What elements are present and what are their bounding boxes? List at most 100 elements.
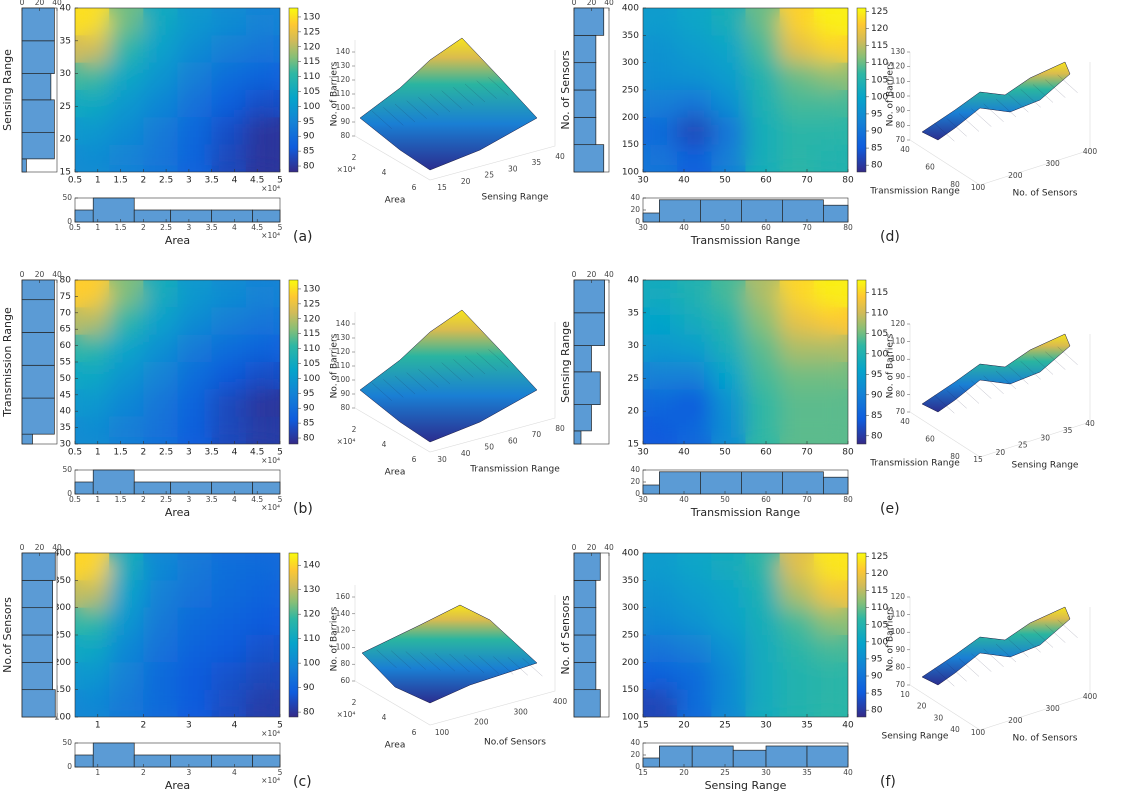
surface-y-tick-label: 400: [1083, 147, 1098, 156]
heatmap-cell-smooth: [643, 90, 678, 118]
y-hist-bar: [21, 73, 52, 101]
heatmap-cell-smooth: [677, 416, 712, 444]
surface-x-tick-label: 6: [412, 183, 417, 192]
heatmap-cell-smooth: [245, 362, 280, 390]
panel: 30 40 50 60 70 80 15 20 25 30 35 40 Sensing Range 80 8…: [559, 270, 1095, 519]
heatmap-cell-smooth: [643, 553, 678, 581]
heatmap-cell-smooth: [813, 689, 848, 717]
surface-x-tick-label: 6: [412, 455, 417, 464]
surface-mesh: [522, 658, 543, 677]
heatmap-cell-smooth: [779, 117, 815, 146]
surface-mesh: [983, 648, 1004, 667]
x-tick-label: 0.5: [68, 176, 82, 186]
z-tick-label: 140: [336, 609, 351, 618]
surface-mesh: [453, 359, 474, 378]
heatmap-cell-smooth: [813, 416, 848, 444]
x-hist-bar: [732, 749, 767, 768]
heatmap-cell-smooth: [745, 117, 781, 146]
y-tick-label: 60: [60, 341, 72, 351]
z-axis-label: No. of Barriers: [330, 61, 340, 126]
heatmap-cell-smooth: [711, 334, 746, 363]
y-tick-label: 100: [622, 713, 639, 723]
heatmap-cell-smooth: [109, 8, 144, 36]
x-hist-ytick-label: 0: [635, 489, 640, 498]
surface-mesh: [946, 663, 967, 682]
surface-mesh: [429, 93, 451, 113]
heatmap-cell-smooth: [177, 90, 213, 118]
heatmap-cell-smooth: [643, 689, 678, 717]
z-tick-label: 130: [891, 47, 906, 56]
heatmap-cell-smooth: [677, 607, 712, 636]
x-hist-bar: [700, 199, 742, 223]
heatmap-cell-smooth: [779, 280, 815, 308]
surface-x-tick-label: 60: [925, 435, 935, 444]
surface-y-tick-label: 300: [514, 707, 529, 716]
surface-y-tick-label: 100: [435, 728, 450, 737]
heatmap-cell-smooth: [745, 635, 781, 663]
colorbar-tick-label: 125: [303, 27, 320, 37]
x-hist-xtick-label: 1.5: [115, 495, 127, 504]
z-axis-label: No. of Barriers: [330, 333, 340, 398]
surface-mesh: [1032, 356, 1054, 375]
heatmap-cell-smooth: [643, 62, 678, 91]
x-tick-label: 50: [719, 176, 731, 186]
colorbar-tick-label: 95: [871, 109, 882, 119]
heatmap-cell-smooth: [711, 389, 746, 418]
panel-label: (b): [293, 501, 313, 517]
x-hist-bar: [74, 481, 94, 495]
x-hist-bar: [765, 745, 808, 768]
heatmap-cell-smooth: [245, 635, 280, 663]
heatmap-cell-smooth: [745, 334, 781, 363]
surface-y-label: Sensing Range: [482, 193, 549, 203]
x-hist-bar: [642, 757, 660, 768]
surface-mesh: [488, 349, 509, 368]
heatmap-cell-smooth: [711, 662, 746, 691]
y-hist-bar: [573, 144, 605, 173]
x-hist-bar: [211, 481, 254, 495]
heatmap-cell-smooth: [643, 334, 678, 363]
heatmap-cell-smooth: [143, 553, 178, 581]
x-hist-bar: [133, 754, 172, 768]
z-tick-label: 80: [340, 131, 350, 140]
x-hist-xtick-label: 40: [679, 223, 689, 232]
heatmap-cell-smooth: [677, 280, 712, 308]
x-hist-xtick-label: 5: [278, 768, 283, 777]
heatmap-smooth: [643, 8, 848, 172]
surface-y-tick-label: 400: [1083, 692, 1098, 701]
heatmap-cell-smooth: [643, 580, 678, 609]
surface-mesh: [1008, 94, 1029, 113]
x-hist-ytick-label: 50: [62, 193, 72, 202]
x-hist-bar: [741, 471, 783, 495]
surface-mesh: [418, 97, 439, 116]
x-hist-bar: [659, 745, 693, 768]
y-hist-tick-label: 40: [52, 270, 62, 279]
surface-y-tick-label: 50: [484, 443, 494, 452]
heatmap-cell-smooth: [75, 117, 110, 146]
colorbar-tick-label: 125: [871, 7, 888, 17]
x-hist-ytick-label: 50: [62, 738, 72, 747]
heatmap-cell-smooth: [245, 307, 280, 336]
x-tick-label: 30: [637, 448, 649, 458]
y-hist-tick-label: 40: [52, 0, 62, 7]
x-exponent: ×10⁴: [261, 184, 280, 193]
y-hist-tick-label: 0: [20, 0, 25, 7]
colorbar-tick-label: 110: [871, 308, 888, 318]
x-hist-xtick-label: 25: [720, 768, 730, 777]
heatmap-cell-smooth: [177, 416, 213, 444]
heatmap-cell-smooth: [643, 662, 678, 691]
heatmap-cell-smooth: [677, 389, 712, 418]
y-hist-bar: [573, 371, 601, 405]
y-hist-bar: [573, 7, 605, 36]
x-tick-label: 50: [719, 448, 731, 458]
surface-mesh: [1008, 639, 1029, 658]
heatmap-cell-smooth: [779, 580, 815, 609]
heatmap-cell-smooth: [211, 580, 247, 609]
surface-x-tick-label: 40: [900, 417, 910, 426]
colorbar: [288, 552, 299, 718]
y-hist-bar: [21, 433, 33, 445]
x-tick-label: 3: [186, 176, 192, 186]
heatmap-cell-smooth: [745, 416, 781, 444]
surface-mesh: [983, 103, 1004, 122]
surface-x-tick-label: 2: [352, 153, 357, 162]
heatmap-cell-smooth: [177, 689, 213, 717]
